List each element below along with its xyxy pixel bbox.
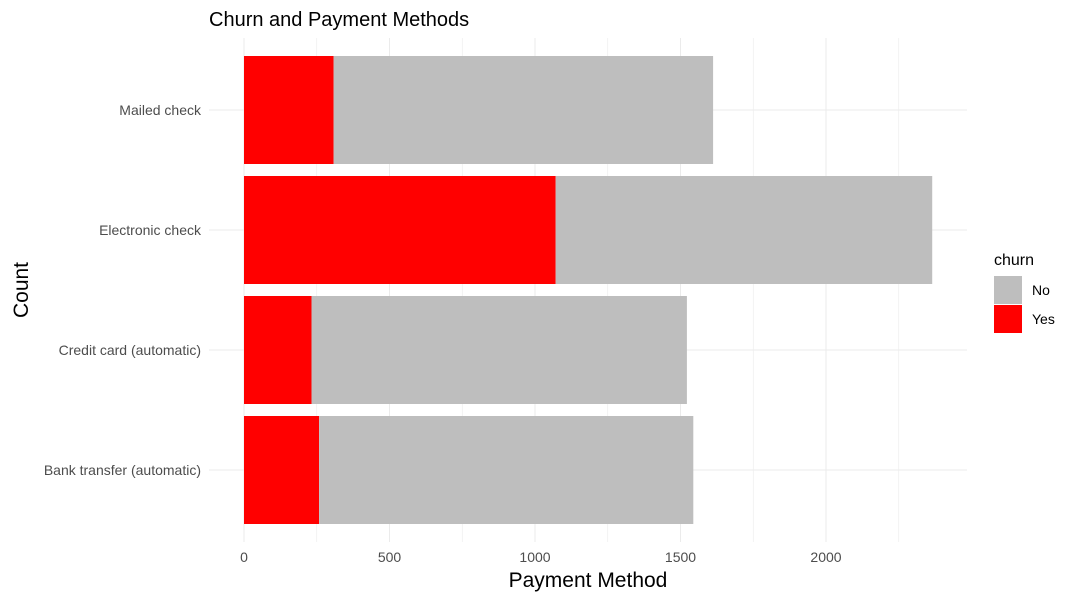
x-tick-label: 0 — [240, 549, 248, 565]
x-tick-label: 1000 — [519, 549, 550, 565]
bar-yes — [244, 176, 556, 284]
legend: churn No Yes — [994, 252, 1055, 333]
chart-title: Churn and Payment Methods — [209, 9, 469, 31]
x-tick-label: 1500 — [665, 549, 696, 565]
legend-title: churn — [994, 252, 1034, 269]
bars-layer — [244, 56, 933, 524]
x-tick-label: 2000 — [810, 549, 841, 565]
bar-yes — [244, 416, 320, 524]
bar-yes — [244, 56, 334, 164]
x-tick-label: 500 — [378, 549, 402, 565]
bar-no — [319, 416, 694, 524]
y-tick-label: Electronic check — [99, 222, 202, 238]
y-tick-label: Credit card (automatic) — [59, 342, 201, 358]
legend-label-yes: Yes — [1032, 311, 1055, 327]
y-axis-title: Count — [10, 262, 33, 318]
bar-no — [555, 176, 933, 284]
y-tick-label: Bank transfer (automatic) — [44, 462, 201, 478]
bar-no — [311, 296, 687, 404]
y-tick-label: Mailed check — [119, 102, 202, 118]
y-tick-labels: Bank transfer (automatic) Credit card (au… — [44, 102, 202, 478]
legend-label-no: No — [1032, 282, 1050, 298]
bar-yes — [244, 296, 312, 404]
legend-key-yes — [994, 305, 1022, 333]
legend-key-no — [994, 276, 1022, 304]
x-tick-labels: 0 500 1000 1500 2000 — [240, 549, 842, 565]
bar-no — [333, 56, 714, 164]
x-axis-title: Payment Method — [509, 569, 668, 592]
legend-items: No Yes — [994, 276, 1055, 333]
